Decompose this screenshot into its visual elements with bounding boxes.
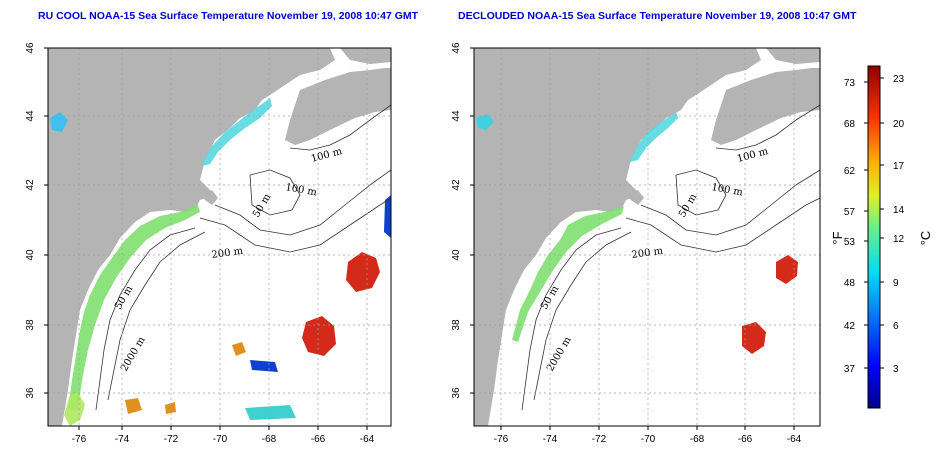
colorbar-c-tick: 23: [893, 74, 905, 85]
left-xtick-label: -72: [164, 434, 179, 445]
right-ytick-label: 38: [451, 319, 462, 331]
right-ytick-label: 42: [451, 179, 462, 191]
colorbar-f-tick: 68: [844, 119, 856, 130]
left-land-capecod: [200, 190, 218, 205]
right-xtick-label: -66: [738, 434, 753, 445]
left-xtick-label: -74: [115, 434, 130, 445]
left-land-newfoundland: [340, 48, 391, 64]
left-ytick-label: 44: [25, 110, 36, 122]
left-sst-scatter-cyan: [245, 405, 296, 420]
left-sst-cool-band: [202, 98, 272, 166]
left-sst-map: -76 -74 -72 -70 -68 -66 -64 46 44 42 40 …: [25, 42, 392, 445]
colorbar-fahrenheit-label: °F: [830, 231, 845, 244]
colorbar-f-tick: 57: [844, 207, 856, 218]
right-map-title: DECLOUDED NOAA-15 Sea Surface Temperatur…: [458, 10, 857, 22]
colorbar-f-tick: 73: [844, 78, 856, 89]
left-sst-scatter-orange: [125, 342, 246, 414]
right-sst-map: -76 -74 -72 -70 -68 -66 -64 46 44 42 40 …: [451, 42, 821, 445]
colorbar-c-tick: 12: [893, 234, 905, 245]
colorbar-f-tick: 62: [844, 166, 856, 177]
right-ytick-label: 46: [451, 42, 462, 54]
left-land-mainland: [48, 48, 335, 426]
colorbar-c-tick: 14: [893, 205, 905, 216]
left-grid: [48, 48, 391, 426]
left-xtick-label: -66: [311, 434, 326, 445]
right-bathymetry-contours: [521, 104, 820, 411]
right-sst-cyan-patch-nw: [476, 114, 494, 130]
left-bathymetry-contours: [95, 104, 391, 411]
left-ytick-label: 40: [25, 249, 36, 261]
left-xtick-label: -76: [72, 434, 87, 445]
left-ytick-label: 38: [25, 319, 36, 331]
left-sst-warm-eddy-2: [302, 316, 336, 356]
left-xtick-label: -64: [360, 434, 375, 445]
right-xtick-label: -74: [543, 434, 558, 445]
left-ytick-label: 42: [25, 179, 36, 191]
left-contour-label: 200 m: [211, 246, 244, 261]
right-ytick-label: 40: [451, 249, 462, 261]
left-xtick-label: -70: [213, 434, 228, 445]
right-xtick-label: -72: [592, 434, 607, 445]
right-land-mainland: [474, 48, 761, 426]
left-sst-cyan-patch-nw: [50, 112, 68, 132]
right-grid: [474, 48, 820, 426]
left-ytick-label: 46: [25, 42, 36, 54]
colorbar-c-tick: 20: [893, 119, 905, 130]
left-sst-green-spot: [64, 392, 85, 426]
right-xtick-label: -76: [494, 434, 509, 445]
right-sst-warm-eddy-1: [776, 255, 798, 284]
right-map-frame: [473, 47, 821, 427]
right-land-capecod: [626, 190, 644, 205]
right-xtick-label: -70: [641, 434, 656, 445]
colorbar-c-tick: 17: [893, 161, 905, 172]
right-xtick-label: -64: [787, 434, 802, 445]
colorbar-c-tick: 6: [893, 321, 899, 332]
colorbar-c-tick: 9: [893, 278, 899, 289]
right-sst-cool-band: [630, 112, 678, 162]
right-land-newfoundland: [766, 48, 820, 64]
colorbar-f-tick: 37: [844, 364, 856, 375]
left-sst-mid-band: [68, 205, 200, 410]
right-ytick-label: 44: [451, 110, 462, 122]
colorbar-f-tick: 42: [844, 321, 856, 332]
right-contour-label: 200 m: [631, 246, 664, 261]
colorbar-gradient: [867, 65, 881, 409]
temperature-colorbar: 73 68 62 57 53 48 42 37 23 20 17 14 12 9…: [830, 65, 933, 409]
left-map-title: RU COOL NOAA-15 Sea Surface Temperature …: [38, 10, 419, 22]
colorbar-f-tick: 48: [844, 278, 856, 289]
left-land-novascotia: [285, 68, 391, 145]
left-sst-warm-eddy-1: [346, 252, 380, 292]
right-land-novascotia: [711, 68, 820, 145]
right-xtick-label: -68: [690, 434, 705, 445]
colorbar-c-tick: 3: [893, 364, 899, 375]
left-ytick-label: 36: [25, 387, 36, 399]
right-sst-mid-band: [512, 206, 624, 342]
right-sst-warm-eddy-2: [742, 322, 766, 354]
colorbar-celsius-label: °C: [918, 231, 933, 246]
colorbar-f-tick: 53: [844, 237, 856, 248]
left-xtick-label: -68: [262, 434, 277, 445]
right-ytick-label: 36: [451, 387, 462, 399]
